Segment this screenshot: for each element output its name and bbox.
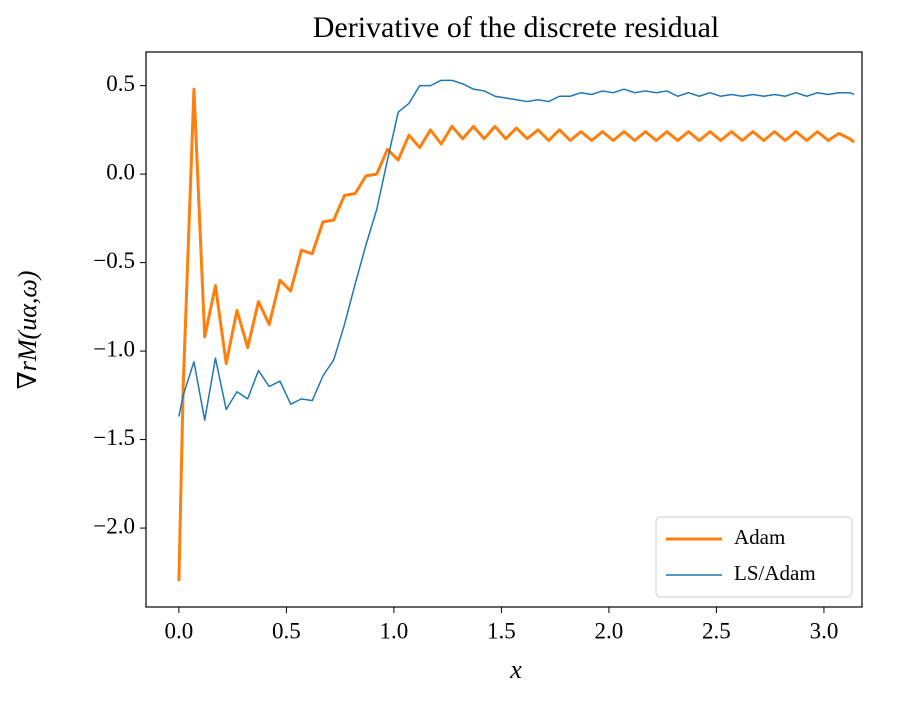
x-tick-label: 0.5 [272, 618, 301, 643]
y-tick-label: 0.5 [106, 71, 135, 96]
x-tick-label: 1.0 [380, 618, 409, 643]
x-tick-label: 1.5 [487, 618, 516, 643]
data-line [178, 79, 855, 421]
y-tick-label: −0.5 [93, 248, 135, 273]
legend-label: Adam [734, 525, 785, 549]
y-tick-label: −2.0 [93, 513, 135, 538]
chart-title: Derivative of the discrete residual [313, 11, 720, 44]
legend-label: LS/Adam [734, 561, 816, 585]
x-tick-label: 2.5 [702, 618, 731, 643]
y-tick-label: −1.5 [93, 425, 135, 450]
y-tick-label: 0.0 [106, 159, 135, 184]
x-tick-label: 3.0 [810, 618, 839, 643]
y-tick-label: −1.0 [93, 336, 135, 361]
x-tick-label: 0.0 [165, 618, 194, 643]
y-axis-label: ∇rM(uα,ω) [13, 271, 42, 390]
x-axis-label: x [509, 655, 522, 684]
plot-frame [145, 51, 863, 608]
legend-box [655, 516, 853, 598]
x-tick-label: 2.0 [595, 618, 624, 643]
data-line [177, 87, 855, 582]
